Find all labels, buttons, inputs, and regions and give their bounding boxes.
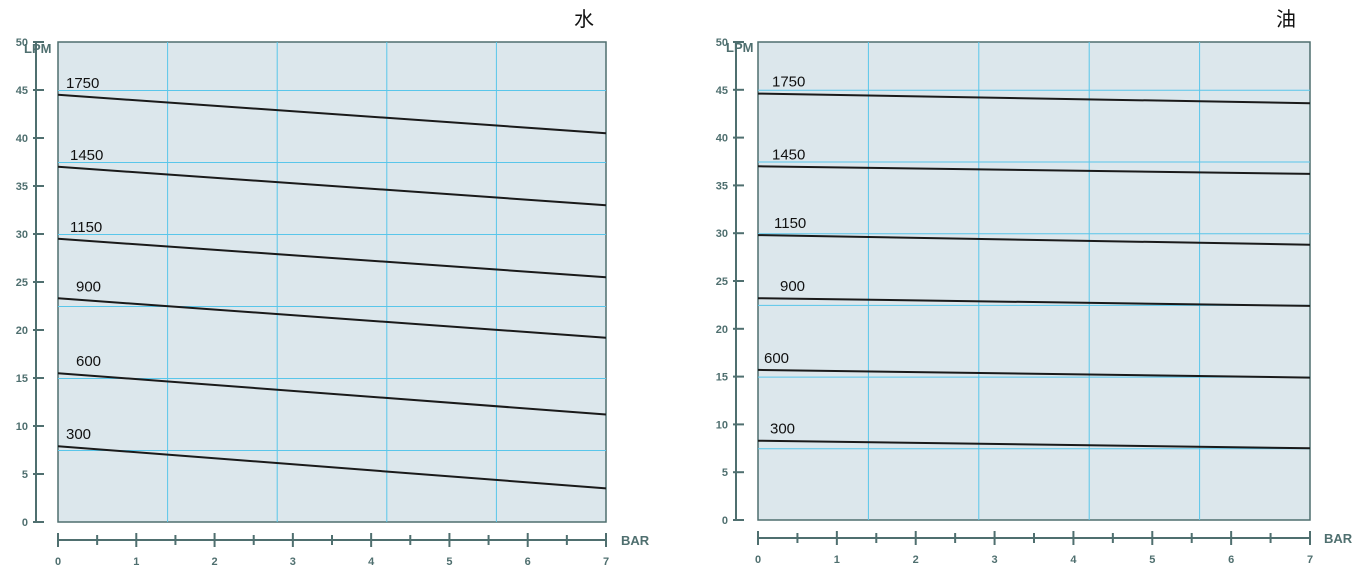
- y-tick-label: 20: [716, 324, 728, 336]
- series-label-1450: 1450: [70, 147, 103, 164]
- y-tick-label: 50: [16, 37, 28, 49]
- x-tick-label: 7: [603, 556, 609, 568]
- y-tick-label: 0: [722, 515, 728, 527]
- x-tick-label: 7: [1307, 554, 1313, 566]
- x-axis-label: BAR: [621, 533, 650, 548]
- series-line-1150: [757, 234, 1311, 246]
- y-tick-label: 0: [22, 517, 28, 529]
- x-tick-label: 3: [290, 556, 296, 568]
- y-tick-label: 35: [16, 181, 28, 193]
- series-label-300: 300: [66, 426, 91, 443]
- series-line-1450: [57, 165, 607, 207]
- y-tick-label: 40: [716, 133, 728, 145]
- y-tick-label: 40: [16, 133, 28, 145]
- series-line-600: [57, 372, 607, 416]
- y-tick-label: 30: [716, 228, 728, 240]
- x-tick-label: 6: [525, 556, 531, 568]
- series-line-300: [57, 445, 607, 490]
- chart-title: 水: [574, 7, 594, 31]
- y-tick-label: 35: [716, 180, 728, 192]
- x-tick-label: 2: [212, 556, 218, 568]
- series-label-600: 600: [764, 350, 789, 367]
- series-line-600: [757, 368, 1311, 379]
- chart-title: 油: [1276, 7, 1296, 31]
- y-tick-label: 10: [716, 419, 728, 431]
- y-tick-label: 50: [716, 37, 728, 49]
- series-label-600: 600: [76, 353, 101, 370]
- x-tick-label: 5: [446, 556, 452, 568]
- x-tick-label: 3: [992, 554, 998, 566]
- y-tick-label: 10: [16, 421, 28, 433]
- x-tick-label: 4: [368, 556, 375, 568]
- series-label-900: 900: [76, 278, 101, 295]
- y-tick-label: 5: [722, 467, 728, 479]
- series-line-900: [757, 297, 1311, 307]
- x-tick-label: 4: [1070, 554, 1077, 566]
- x-tick-label: 0: [55, 556, 61, 568]
- series-line-1750: [57, 93, 607, 135]
- series-line-1750: [757, 92, 1311, 105]
- x-axis-label: BAR: [1324, 531, 1353, 546]
- series-line-300: [757, 439, 1311, 450]
- y-tick-label: 25: [16, 277, 28, 289]
- x-tick-label: 6: [1228, 554, 1234, 566]
- x-tick-label: 1: [834, 554, 840, 566]
- series-label-1150: 1150: [774, 215, 806, 232]
- y-tick-label: 15: [16, 373, 28, 385]
- y-axis-label: LPM: [726, 40, 753, 55]
- series-label-1750: 1750: [66, 75, 99, 92]
- y-tick-label: 30: [16, 229, 28, 241]
- plot-area: [757, 41, 1311, 521]
- x-tick-label: 0: [755, 554, 761, 566]
- y-tick-label: 45: [16, 85, 28, 97]
- x-tick-label: 1: [133, 556, 139, 568]
- series-line-1450: [757, 165, 1311, 175]
- y-tick-label: 45: [716, 85, 728, 97]
- y-tick-label: 25: [716, 276, 728, 288]
- series-label-1750: 1750: [772, 74, 805, 91]
- y-axis-label: LPM: [24, 41, 51, 56]
- y-tick-label: 15: [716, 372, 728, 384]
- series-line-900: [57, 297, 607, 339]
- y-tick-label: 5: [22, 469, 28, 481]
- plot-area: [57, 41, 607, 523]
- series-label-1450: 1450: [772, 146, 805, 163]
- series-label-900: 900: [780, 278, 805, 295]
- series-label-1150: 1150: [70, 219, 102, 236]
- series-label-300: 300: [770, 421, 795, 438]
- y-tick-label: 20: [16, 325, 28, 337]
- x-tick-label: 5: [1149, 554, 1155, 566]
- series-line-1150: [57, 237, 607, 279]
- x-tick-label: 2: [913, 554, 919, 566]
